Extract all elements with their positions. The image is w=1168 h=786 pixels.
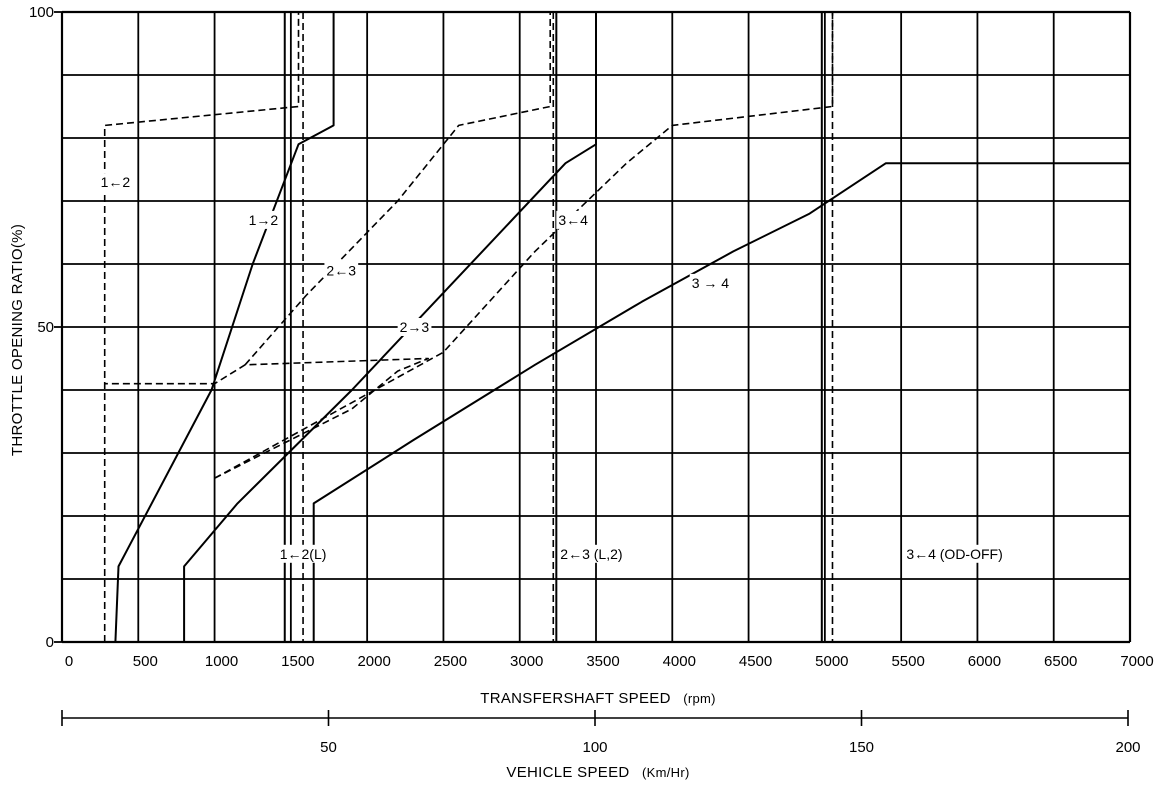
- curve-label-text: 1←2(L): [280, 546, 327, 562]
- y-tick-label: 100: [29, 4, 54, 21]
- shift-curves: [103, 12, 1130, 643]
- curve-label-text: 1→2: [249, 212, 279, 228]
- curve-label-bg: [904, 544, 1005, 563]
- x2-axis-title-text: VEHICLE SPEED: [506, 764, 629, 781]
- x-tick-label: 2500: [434, 653, 467, 670]
- x2-tick-label: 50: [320, 739, 337, 756]
- curve-label-text: 2←3 (L,2): [560, 546, 622, 562]
- curve-label-text: 3←4 (OD-OFF): [906, 546, 1002, 562]
- series-line: [114, 12, 335, 643]
- x2-tick-label: 100: [582, 739, 607, 756]
- x-tick-label: 5000: [815, 653, 848, 670]
- curve-label-bg: [689, 273, 732, 292]
- curve-labels: 1←2 1→2 2←3 2→3 3←4 3 → 4 1←2(L) 2←3 (L,2) 3←4 (…: [98, 173, 1005, 563]
- x-tick-label: 6500: [1044, 653, 1077, 670]
- y-tick-label: 50: [37, 319, 54, 336]
- x-tick-label: 3000: [510, 653, 543, 670]
- series-line: [312, 162, 1130, 642]
- x2-tick-label: 200: [1115, 739, 1140, 756]
- curve-label-bg: [98, 173, 133, 192]
- curve-label-text: 2→3: [400, 319, 430, 335]
- x-axis-title-text: TRANSFERSHAFT SPEED: [480, 690, 670, 707]
- x-tick-label: 3500: [586, 653, 619, 670]
- x-axis-title: TRANSFERSHAFT SPEED (rpm): [480, 690, 715, 707]
- x-tick-label: 500: [133, 653, 158, 670]
- curve-label-bg: [397, 318, 432, 336]
- curve-label: 2←3: [324, 261, 359, 280]
- curve-label: 2←3 (L,2): [558, 544, 625, 563]
- x-tick-label: 4000: [663, 653, 696, 670]
- x-tick-label: 1000: [205, 653, 238, 670]
- series-line: [104, 357, 430, 479]
- curve-label: 1→2: [246, 210, 281, 229]
- curve-label: 3 → 4: [689, 273, 732, 292]
- curve-label-text: 3 → 4: [692, 275, 730, 291]
- x-axis-unit: (rpm): [683, 691, 716, 706]
- curve-label-bg: [556, 210, 591, 229]
- curve-label: 3←4 (OD-OFF): [904, 544, 1005, 563]
- y-axis-title: THROTTLE OPENING RATIO(%): [9, 224, 26, 456]
- curve-label: 1←2(L): [277, 544, 329, 563]
- curve-label-bg: [246, 210, 281, 229]
- curve-label-bg: [277, 544, 329, 563]
- series-line: [214, 12, 834, 479]
- x2-axis-unit: (Km/Hr): [642, 765, 690, 780]
- x-tick-label: 1500: [281, 653, 314, 670]
- x2-tick-label: 150: [849, 739, 874, 756]
- curve-label-bg: [324, 261, 359, 280]
- x-tick-label: 4500: [739, 653, 772, 670]
- x-tick-label: 6000: [968, 653, 1001, 670]
- curve-label: 1←2: [98, 173, 133, 192]
- curve-label-text: 2←3: [326, 262, 356, 278]
- curve-label-bg: [558, 544, 625, 563]
- grid: [54, 10, 1132, 644]
- x-tick-label: 0: [65, 653, 73, 670]
- tick-labels: 0 500 1000 1500 2000 2500 3000 3500 4000 4500 5000…: [29, 4, 1154, 756]
- x-tick-label: 2000: [357, 653, 390, 670]
- x-tick-label: 5500: [891, 653, 924, 670]
- x2-axis-title: VEHICLE SPEED (Km/Hr): [506, 764, 689, 781]
- curve-label: 2→3: [397, 318, 432, 336]
- curve-label-text: 1←2: [101, 174, 131, 190]
- y-tick-label: 0: [46, 634, 54, 651]
- curve-label-text: 3←4: [558, 212, 588, 228]
- curve-label: 3←4: [556, 210, 591, 229]
- x-tick-label: 7000: [1120, 653, 1153, 670]
- series-line: [244, 12, 552, 366]
